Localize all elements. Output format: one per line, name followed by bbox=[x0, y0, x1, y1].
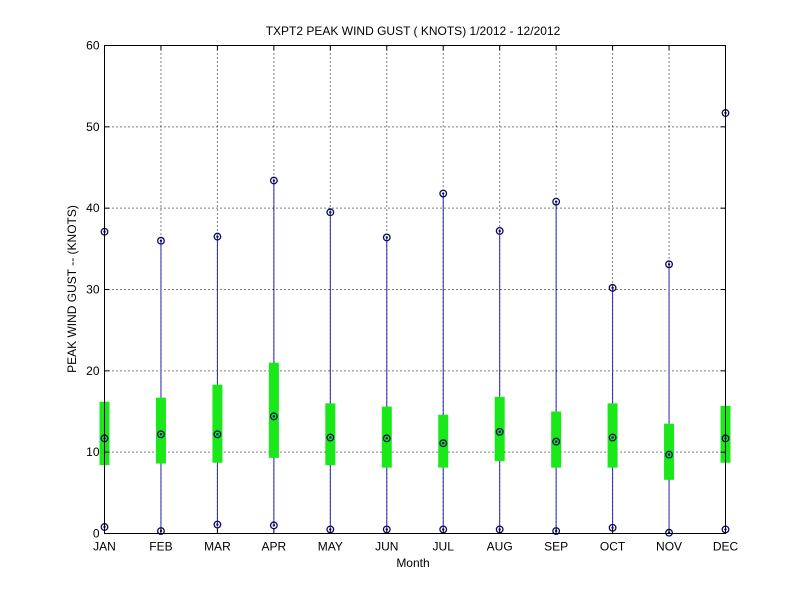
x-tick-label: DEC bbox=[713, 540, 739, 554]
median-marker-center bbox=[554, 440, 558, 443]
max-marker-center bbox=[272, 179, 276, 182]
median-marker-center bbox=[442, 442, 445, 445]
plot-area bbox=[99, 109, 731, 537]
max-marker-center bbox=[442, 192, 445, 195]
max-marker-center bbox=[159, 239, 163, 242]
max-marker-center bbox=[611, 286, 614, 290]
median-marker bbox=[495, 427, 504, 436]
x-tick-label: JUN bbox=[375, 540, 398, 554]
max-marker bbox=[269, 176, 278, 185]
min-marker bbox=[552, 527, 561, 536]
iqr-box bbox=[551, 411, 562, 468]
x-tick-label: JAN bbox=[93, 540, 116, 554]
iqr-box bbox=[268, 362, 279, 458]
y-axis-ticks: 0 10 20 30 40 50 60 bbox=[86, 39, 726, 541]
y-axis-label: PEAK WIND GUST -- (KNOTS) bbox=[65, 205, 79, 373]
x-tick-label: APR bbox=[262, 540, 287, 554]
max-marker bbox=[552, 197, 561, 206]
median-marker-center bbox=[272, 415, 276, 418]
max-marker bbox=[495, 226, 504, 235]
max-marker bbox=[608, 283, 617, 292]
median-marker-center bbox=[329, 436, 332, 439]
median-marker bbox=[665, 450, 673, 459]
y-tick-label: 30 bbox=[86, 283, 100, 297]
median-marker bbox=[269, 412, 278, 421]
max-marker bbox=[157, 236, 165, 245]
x-tick-label: AUG bbox=[487, 540, 513, 554]
y-tick-label: 60 bbox=[86, 39, 100, 53]
y-tick-label: 10 bbox=[86, 445, 100, 459]
min-marker bbox=[213, 520, 222, 529]
iqr-box bbox=[438, 414, 449, 468]
x-axis-label: Month bbox=[396, 556, 429, 570]
max-marker-center bbox=[385, 236, 388, 239]
x-tick-label: OCT bbox=[600, 540, 626, 554]
y-tick-label: 0 bbox=[93, 527, 100, 541]
max-marker bbox=[665, 260, 673, 269]
min-marker-center bbox=[216, 523, 219, 526]
min-marker-center bbox=[272, 524, 276, 527]
median-marker bbox=[382, 434, 391, 443]
median-marker bbox=[213, 430, 222, 439]
x-tick-label: MAR bbox=[204, 540, 231, 554]
iqr-box bbox=[381, 406, 392, 468]
y-tick-label: 50 bbox=[86, 120, 100, 134]
min-marker bbox=[157, 527, 165, 536]
chart-title: TXPT2 PEAK WIND GUST ( KNOTS) 1/2012 - 1… bbox=[266, 24, 561, 38]
max-marker bbox=[439, 189, 448, 198]
median-marker bbox=[439, 439, 448, 448]
median-marker-center bbox=[611, 436, 614, 439]
max-marker-center bbox=[498, 229, 501, 233]
x-tick-label: SEP bbox=[544, 540, 568, 554]
median-marker bbox=[552, 437, 561, 446]
x-tick-label: NOV bbox=[656, 540, 682, 554]
max-marker bbox=[213, 232, 222, 241]
max-marker-center bbox=[554, 200, 558, 203]
x-tick-label: FEB bbox=[149, 540, 172, 554]
median-marker-center bbox=[667, 453, 671, 456]
max-marker-center bbox=[329, 211, 332, 214]
max-marker-center bbox=[667, 263, 671, 266]
plot-frame bbox=[104, 45, 726, 534]
median-marker bbox=[608, 433, 617, 442]
median-marker-center bbox=[159, 433, 163, 436]
min-marker-center bbox=[611, 526, 614, 530]
x-axis-ticks: JAN FEB MAR APR MAY JUN JUL AUG SEP OCT NOV DEC bbox=[93, 45, 739, 554]
median-marker-center bbox=[216, 433, 219, 436]
median-marker bbox=[157, 430, 165, 439]
median-marker bbox=[326, 433, 335, 442]
iqr-box bbox=[212, 384, 223, 463]
iqr-box bbox=[607, 403, 618, 468]
x-tick-label: MAY bbox=[318, 540, 343, 554]
median-marker-center bbox=[385, 437, 388, 440]
max-marker-center bbox=[216, 235, 219, 238]
median-marker-center bbox=[498, 430, 501, 434]
grid bbox=[104, 45, 726, 534]
max-marker bbox=[382, 233, 391, 242]
y-tick-label: 20 bbox=[86, 364, 100, 378]
y-tick-label: 40 bbox=[86, 201, 100, 215]
max-marker bbox=[326, 208, 335, 217]
x-tick-label: JUL bbox=[433, 540, 455, 554]
